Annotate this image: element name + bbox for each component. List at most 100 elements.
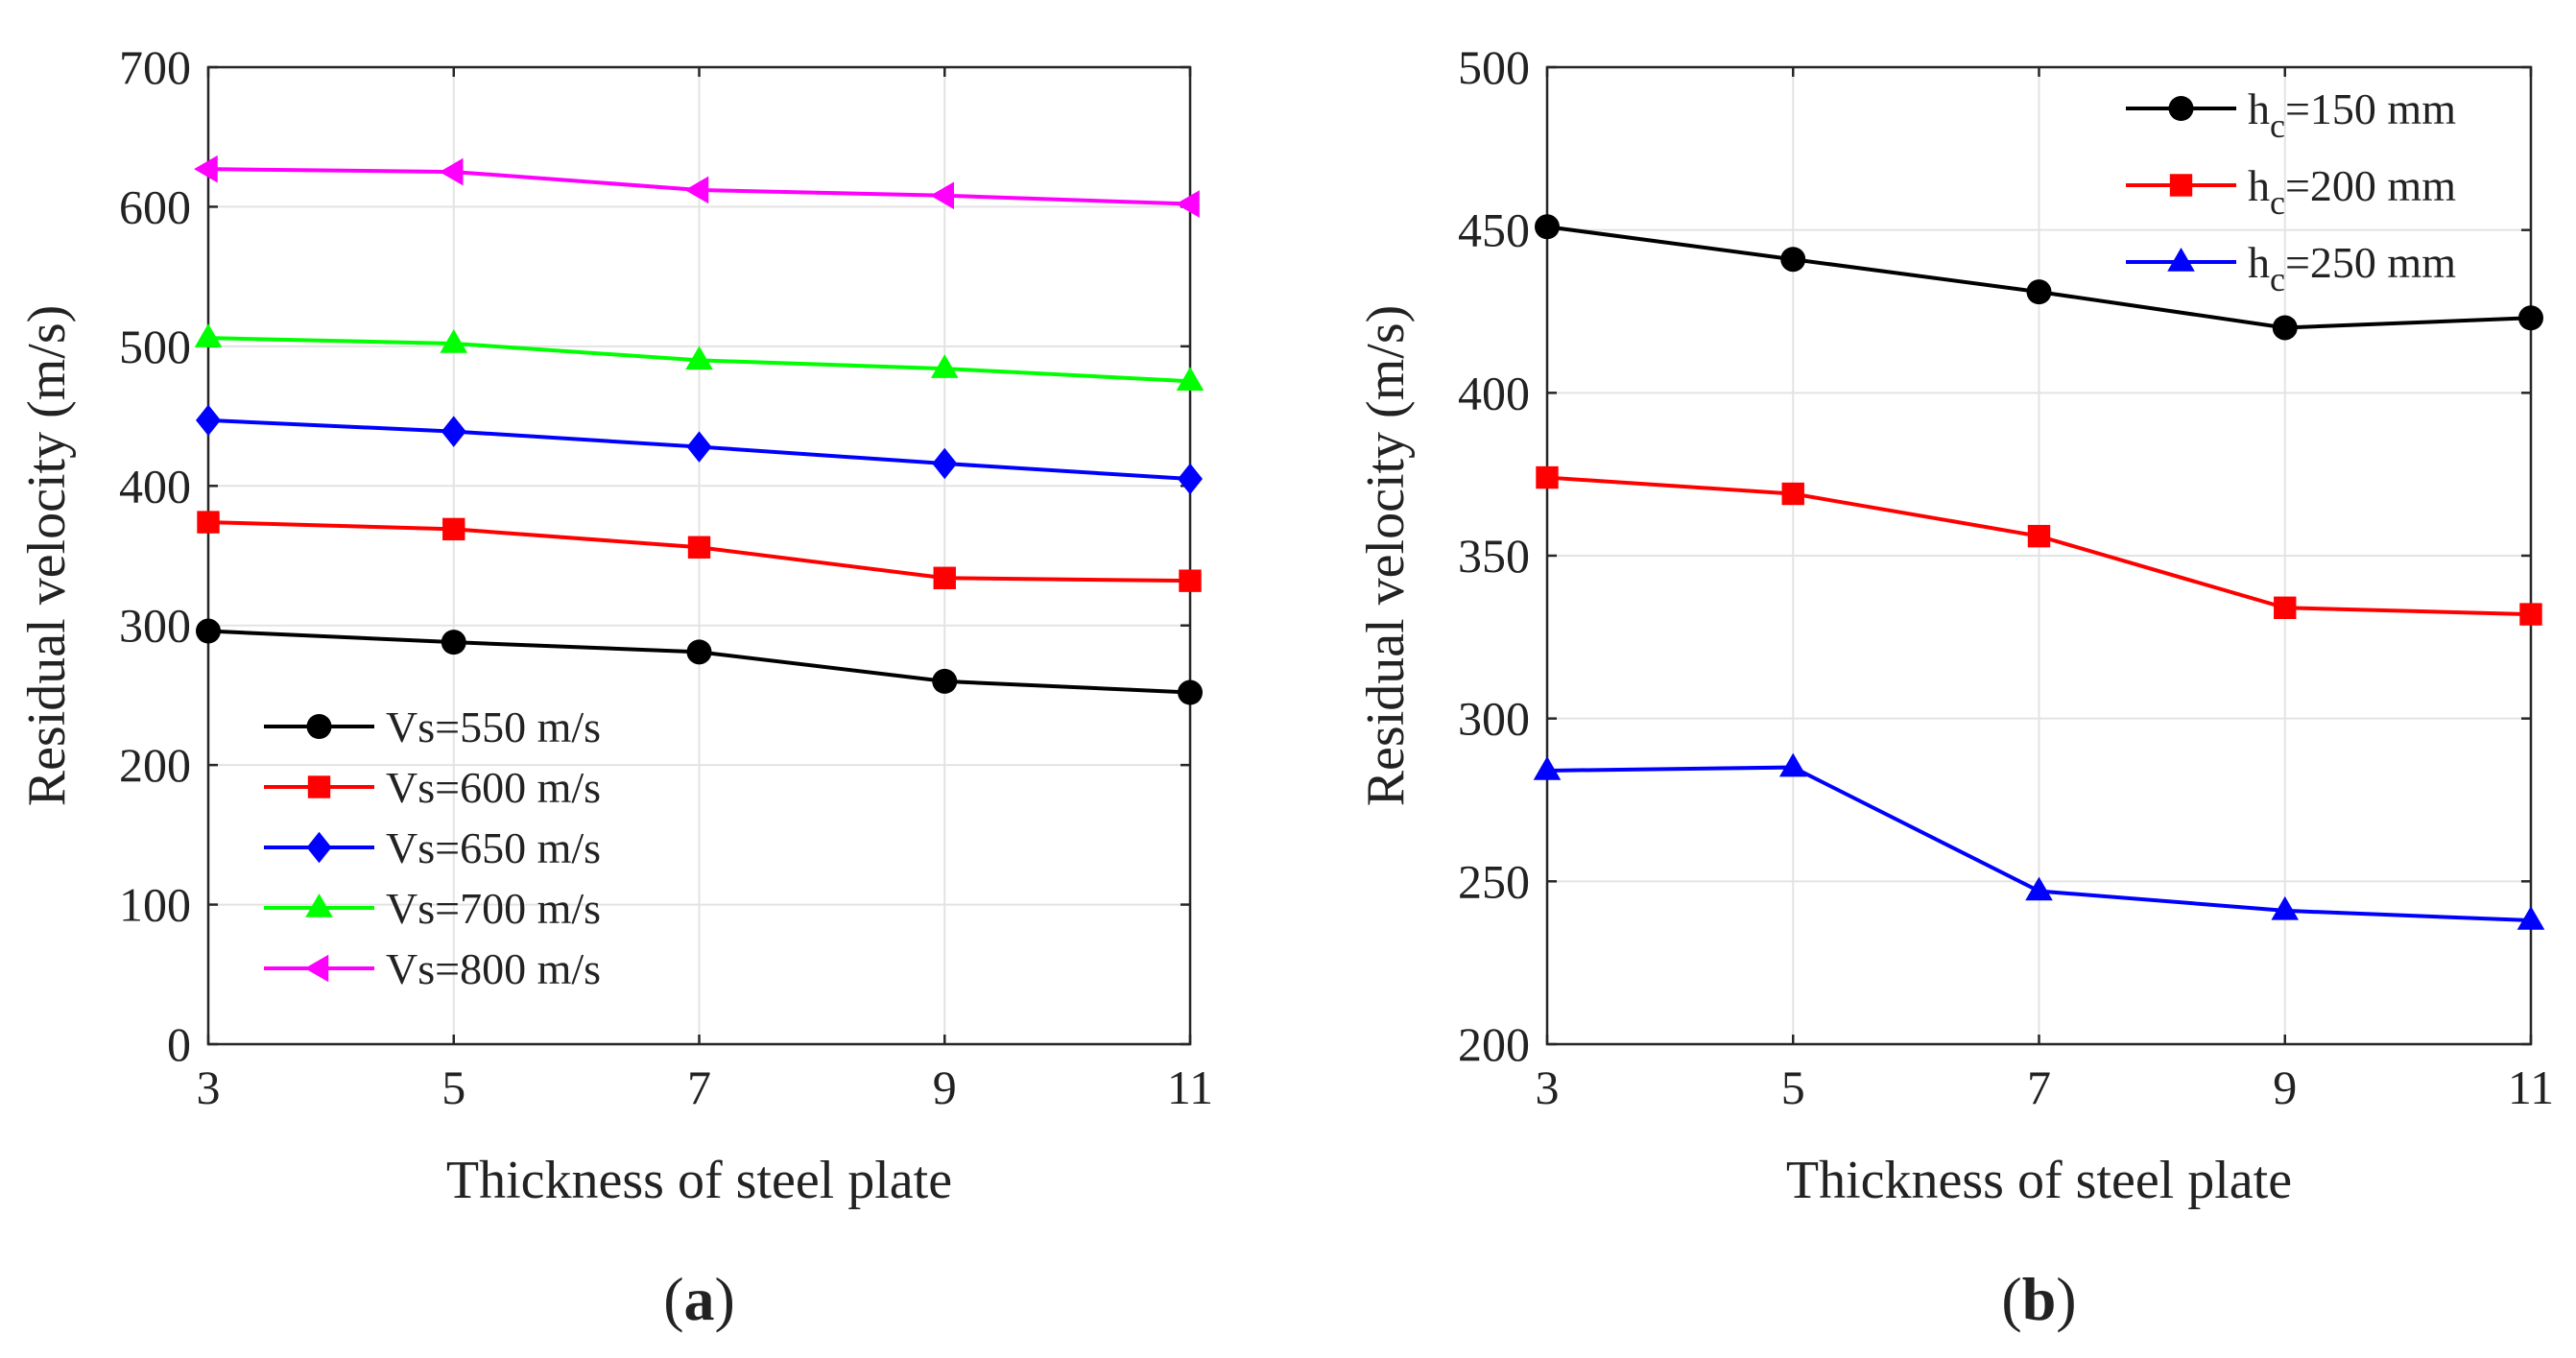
data-point	[194, 155, 218, 183]
y-tick-label: 450	[1458, 203, 1530, 257]
chart-panel-a: 3 5 7 9 11 0 100 200 300 400 500 600 700 Thickness of…	[17, 40, 1213, 1333]
data-point	[2026, 279, 2052, 305]
data-point	[2274, 596, 2297, 619]
y-tick-label: 200	[119, 738, 191, 792]
y-tick-label: 500	[119, 320, 191, 373]
x-axis-title: Thickness of steel plate	[1786, 1151, 2292, 1210]
data-point	[194, 323, 223, 347]
y-tick-label: 300	[119, 599, 191, 653]
y-tick-label: 400	[1458, 366, 1530, 419]
legend-label: hc=150 mm	[2248, 84, 2456, 145]
series-1	[1536, 465, 2542, 626]
legend: hc=150 mm hc=200 mm hc=250 mm	[2126, 84, 2456, 298]
series-2	[1533, 752, 2545, 930]
data-point	[684, 176, 709, 204]
data-point	[686, 639, 712, 665]
x-tick-label: 5	[1781, 1060, 1805, 1114]
data-point	[196, 404, 221, 437]
data-point	[441, 416, 466, 447]
x-axis-title: Thickness of steel plate	[446, 1151, 952, 1210]
legend-marker	[305, 893, 333, 917]
data-point	[1778, 752, 1807, 777]
y-tick-label: 100	[119, 878, 191, 932]
chart-panel-b: 3 5 7 9 11 200 250 300 350 400 450 500 Thickness of …	[1356, 40, 2554, 1333]
legend-marker	[2169, 174, 2193, 197]
data-point	[439, 157, 464, 186]
data-point	[1176, 367, 1205, 391]
data-point	[1179, 569, 1202, 592]
y-axis-title: Residual velocity (m/s)	[17, 305, 77, 807]
series-1	[197, 511, 1202, 592]
y-tick-label: 350	[1458, 529, 1530, 583]
y-tick-label: 300	[1458, 692, 1530, 746]
legend-label: Vs=550 m/s	[386, 703, 601, 751]
panel-label: (b)	[2001, 1265, 2076, 1333]
x-tick-label: 3	[1536, 1060, 1560, 1114]
data-point	[1781, 482, 1804, 506]
data-point	[1535, 214, 1560, 240]
data-point	[932, 447, 958, 480]
x-tick-label: 3	[197, 1060, 221, 1114]
x-tick-label: 7	[687, 1060, 711, 1114]
x-tick-label: 5	[441, 1060, 465, 1114]
data-point	[2519, 603, 2542, 626]
series-0	[196, 618, 1203, 705]
data-point	[930, 181, 954, 210]
y-tick-label: 250	[1458, 854, 1530, 908]
y-axis-title: Residual velocity (m/s)	[1356, 305, 1416, 807]
data-point	[1533, 756, 1562, 780]
legend-label: Vs=600 m/s	[386, 763, 601, 812]
series-2	[196, 404, 1203, 495]
data-point	[2027, 524, 2051, 548]
data-point	[196, 618, 221, 644]
x-tick-label: 7	[2027, 1060, 2051, 1114]
data-point	[1178, 463, 1203, 495]
legend-marker	[306, 831, 332, 864]
x-tick-label: 11	[2508, 1060, 2554, 1114]
series-0	[1535, 214, 2543, 341]
data-point	[930, 354, 959, 378]
x-tick-label: 9	[2273, 1060, 2297, 1114]
data-point	[933, 566, 956, 589]
data-point	[685, 345, 713, 370]
data-point	[1780, 247, 1806, 273]
data-point	[2271, 895, 2300, 920]
data-point	[687, 536, 711, 559]
data-point	[2516, 906, 2545, 930]
series-3	[194, 323, 1205, 391]
legend-marker	[306, 714, 332, 739]
series-4	[194, 155, 1200, 218]
legend-marker	[307, 775, 331, 798]
y-tick-label: 0	[167, 1017, 191, 1071]
data-point	[1536, 465, 1559, 489]
legend: Vs=550 m/s Vs=600 m/s Vs=650 m/s Vs=700 m/s…	[264, 703, 601, 993]
y-tick-label: 600	[119, 179, 191, 233]
legend-marker	[2168, 96, 2194, 121]
legend-label: Vs=700 m/s	[386, 884, 601, 933]
data-point	[197, 511, 220, 534]
legend-label: Vs=650 m/s	[386, 823, 601, 872]
x-tick-label: 9	[933, 1060, 957, 1114]
data-point	[440, 328, 468, 353]
data-point	[2025, 876, 2053, 901]
data-point	[686, 431, 712, 463]
data-point	[442, 517, 465, 541]
data-point	[932, 668, 958, 694]
data-point	[1178, 679, 1203, 705]
panel-label: (a)	[663, 1265, 735, 1333]
legend-label: hc=200 mm	[2248, 161, 2456, 222]
data-point	[2272, 315, 2298, 341]
legend-label: hc=250 mm	[2248, 238, 2456, 298]
legend-label: Vs=800 m/s	[386, 944, 601, 993]
y-tick-label: 200	[1458, 1017, 1530, 1071]
x-tick-label: 11	[1167, 1060, 1213, 1114]
legend-marker	[2167, 248, 2195, 272]
legend-marker	[304, 954, 329, 983]
data-point	[1176, 190, 1200, 218]
data-point	[2518, 305, 2543, 331]
y-tick-label: 400	[119, 459, 191, 512]
y-tick-label: 500	[1458, 40, 1530, 94]
y-tick-label: 700	[119, 40, 191, 94]
data-point	[441, 630, 466, 655]
